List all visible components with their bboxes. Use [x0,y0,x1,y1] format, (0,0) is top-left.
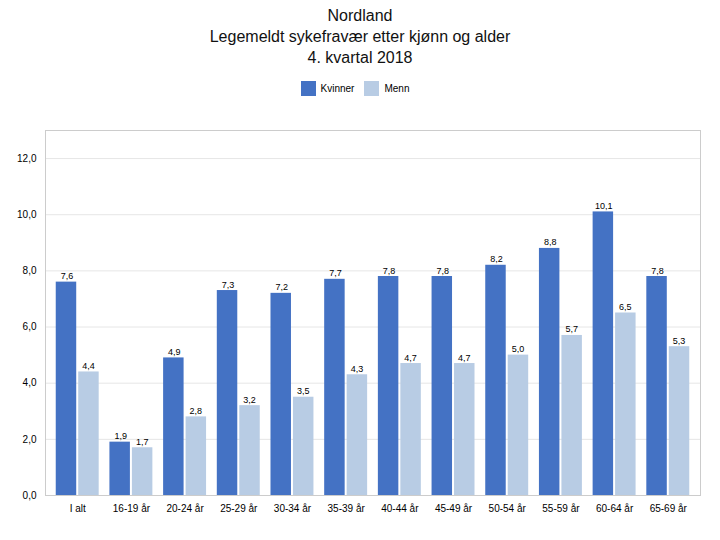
svg-text:65-69 år: 65-69 år [650,503,688,514]
svg-text:55-59 år: 55-59 år [542,503,580,514]
svg-text:4,3: 4,3 [351,364,364,374]
svg-text:6,5: 6,5 [619,302,632,312]
svg-text:4,0: 4,0 [23,378,37,389]
svg-text:7,6: 7,6 [61,272,74,282]
svg-text:4,4: 4,4 [82,361,95,371]
html-text:Nordland Legemeldt sykefravær: Nordland Legemeldt sykefravær etter kjøn… [209,7,511,66]
svg-text:6,0: 6,0 [23,322,37,333]
svg-text:7,8: 7,8 [651,266,664,276]
svg-text:2,8: 2,8 [190,406,203,416]
svg-text:3,5: 3,5 [297,387,310,397]
svg-text:7,8: 7,8 [383,266,396,276]
svg-text:I alt: I alt [70,503,86,514]
svg-text:5,3: 5,3 [673,336,686,346]
svg-text:7,3: 7,3 [222,280,235,290]
svg-text:20-24 år: 20-24 år [166,503,204,514]
svg-text:8,0: 8,0 [23,265,37,276]
svg-text:4,7: 4,7 [458,353,471,363]
svg-text:7,2: 7,2 [275,283,288,293]
svg-text:60-64 år: 60-64 år [596,503,634,514]
svg-text:8,8: 8,8 [544,238,557,248]
svg-text:10,1: 10,1 [595,201,613,211]
svg-text:2,0: 2,0 [23,434,37,445]
svg-text:4,9: 4,9 [168,347,181,357]
svg-text:8,2: 8,2 [490,255,503,265]
svg-text:40-44 år: 40-44 år [381,503,419,514]
svg-text:0,0: 0,0 [23,490,37,501]
svg-text:7,8: 7,8 [437,266,450,276]
svg-text:4,7: 4,7 [404,353,417,363]
svg-text:25-29 år: 25-29 år [220,503,258,514]
svg-text:16-19 år: 16-19 år [113,503,151,514]
svg-text:50-54 år: 50-54 år [489,503,527,514]
svg-text:7,7: 7,7 [329,269,342,279]
svg-text:10,0: 10,0 [17,209,37,220]
svg-text:5,7: 5,7 [565,325,578,335]
svg-text:3,2: 3,2 [243,395,256,405]
html-text:Menn: Menn [384,83,410,95]
svg-text:30-34 år: 30-34 år [274,503,312,514]
svg-text:12,0: 12,0 [17,153,37,164]
svg-text:1,7: 1,7 [136,437,149,447]
html-text:Kvinner: Kvinner [320,83,355,95]
svg-text:1,9: 1,9 [114,432,127,442]
svg-text:5,0: 5,0 [512,345,525,355]
svg-text:35-39 år: 35-39 år [328,503,366,514]
svg-text:45-49 år: 45-49 år [435,503,473,514]
